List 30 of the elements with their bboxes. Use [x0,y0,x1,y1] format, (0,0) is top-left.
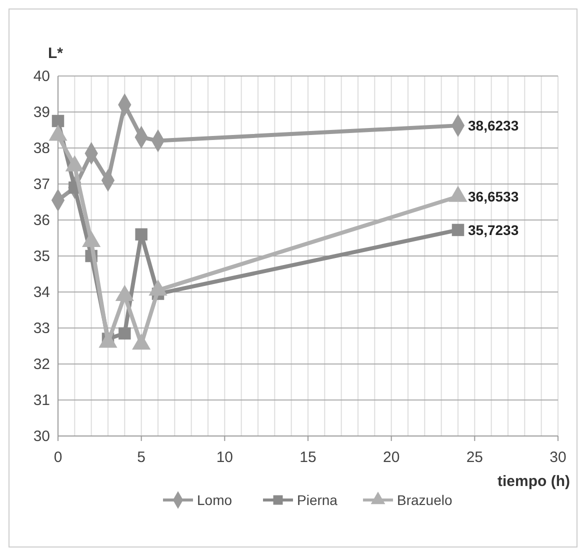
x-tick-label: 15 [300,449,316,466]
data-label: 38,6233 [468,118,519,134]
point [452,224,464,236]
point [135,228,148,241]
y-tick-label: 30 [33,428,50,445]
y-tick-label: 40 [33,68,50,85]
y-axis-title: L* [48,45,64,62]
y-tick-label: 33 [33,320,50,337]
y-tick-label: 31 [33,392,50,409]
data-label: 35,7233 [468,222,519,238]
legend-label: Lomo [197,492,232,508]
y-tick-label: 32 [33,356,50,373]
x-tick-label: 20 [382,449,400,466]
x-tick-label: 25 [466,449,484,466]
x-tick-label: 30 [550,449,566,466]
y-tick-label: 34 [33,284,50,301]
x-tick-label: 5 [137,449,146,466]
y-tick-label: 38 [33,140,50,157]
point [52,114,64,128]
x-axis-title: tiempo (h) [498,473,570,490]
y-tick-label: 35 [33,248,50,265]
y-tick-label: 39 [33,104,50,121]
legend-label: Brazuelo [397,492,452,508]
point [118,327,131,340]
x-tick-label: 0 [54,449,62,466]
y-tick-label: 36 [33,212,50,229]
y-tick-label: 37 [33,176,50,193]
legend-label: Pierna [297,492,338,508]
x-tick-label: 10 [216,449,234,466]
data-label: 36,6533 [468,188,519,204]
